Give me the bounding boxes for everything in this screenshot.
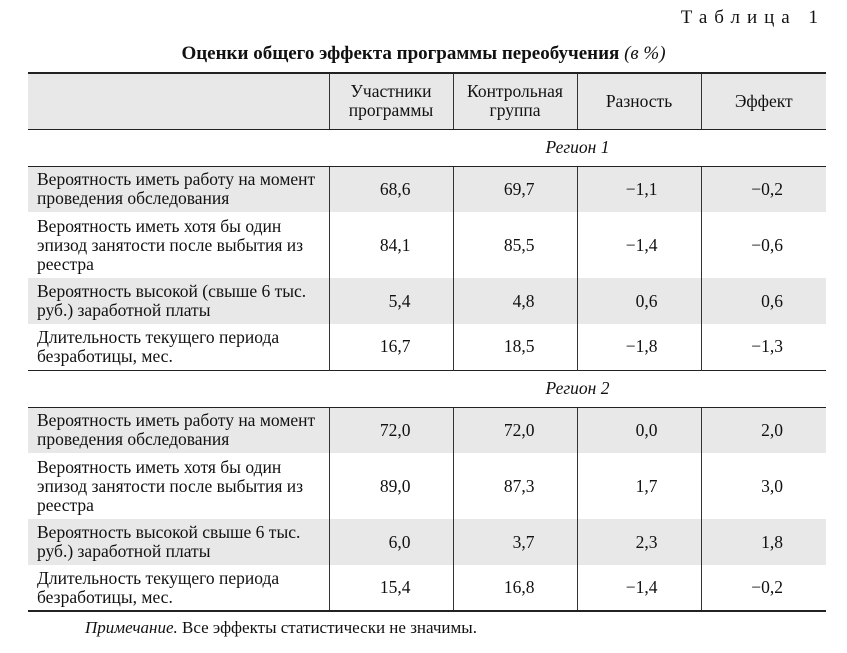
header-indicator — [28, 72, 329, 130]
table-header-row: Участники программы Контрольная группа Р… — [28, 72, 826, 130]
results-table: Участники программы Контрольная группа Р… — [28, 72, 826, 612]
cell-difference: 0,0 — [576, 406, 701, 453]
header-effect: Эффект — [700, 72, 826, 130]
cell-participants: 15,4 — [328, 565, 453, 612]
table-note: Примечание. Все эффекты статистически не… — [85, 618, 477, 638]
cell-effect: 3,0 — [700, 453, 826, 519]
row-label: Вероятность иметь хотя бы один эпизод за… — [37, 456, 304, 515]
row-label: Вероятность иметь работу на момент прове… — [28, 165, 329, 212]
cell-difference: 2,3 — [576, 519, 701, 565]
table-row: Вероятность иметь работу на момент прове… — [28, 406, 826, 453]
table-title: Оценки общего эффекта программы переобуч… — [0, 43, 847, 65]
note-label: Примечание. — [85, 618, 178, 637]
region-heading: Регион 2 — [329, 369, 826, 407]
table-row: Вероятность иметь хотя бы один эпизод за… — [28, 212, 826, 278]
cell-difference: −1,4 — [576, 212, 701, 278]
note-text: Все эффекты статистически не значимы. — [182, 618, 477, 637]
header-control: Контрольная группа — [452, 72, 577, 130]
cell-effect: −0,2 — [700, 165, 826, 212]
table-row: Вероятность иметь хотя бы один эпизод за… — [28, 453, 826, 519]
cell-control: 72,0 — [452, 406, 577, 453]
row-label: Вероятность иметь хотя бы один эпизод за… — [37, 215, 304, 274]
cell-effect: −0,6 — [700, 212, 826, 278]
header-participants: Участники программы — [328, 72, 453, 130]
cell-effect: 2,0 — [700, 406, 826, 453]
cell-control: 69,7 — [452, 165, 577, 212]
table-row: Длительность текущего периода безработиц… — [28, 565, 826, 612]
cell-participants: 68,6 — [328, 165, 453, 212]
table-row: Вероятность иметь работу на момент прове… — [28, 165, 826, 212]
cell-control: 85,5 — [452, 212, 577, 278]
cell-difference: 1,7 — [576, 453, 701, 519]
cell-control: 16,8 — [452, 565, 577, 612]
region-heading-row: Регион 2 — [28, 369, 826, 407]
cell-difference: 0,6 — [576, 278, 701, 324]
cell-participants: 16,7 — [328, 324, 453, 370]
row-label: Вероятность высокой (свыше 6 тыс. руб.) … — [28, 278, 329, 324]
cell-difference: −1,4 — [576, 565, 701, 612]
cell-effect: 0,6 — [700, 278, 826, 324]
region-heading: Регион 1 — [545, 137, 610, 157]
row-label: Длительность текущего периода безработиц… — [37, 326, 280, 366]
header-difference: Разность — [576, 72, 701, 130]
table-row: Вероятность высокой свыше 6 тыс. руб.) з… — [28, 519, 826, 565]
cell-control: 18,5 — [452, 324, 577, 370]
row-label: Вероятность высокой свыше 6 тыс. руб.) з… — [28, 519, 329, 565]
table-row: Вероятность высокой (свыше 6 тыс. руб.) … — [28, 278, 826, 324]
cell-participants: 89,0 — [328, 453, 453, 519]
cell-participants: 6,0 — [328, 519, 453, 565]
cell-participants: 5,4 — [328, 278, 453, 324]
cell-effect: −1,3 — [700, 324, 826, 370]
table-title-unit: (в %) — [624, 43, 666, 64]
cell-control: 4,8 — [452, 278, 577, 324]
row-label: Длительность текущего периода безработиц… — [28, 565, 329, 612]
region-heading-row: Регион 1 — [28, 129, 826, 166]
cell-effect: −0,2 — [700, 565, 826, 612]
row-label: Вероятность иметь работу на момент прове… — [28, 406, 329, 453]
cell-participants: 84,1 — [328, 212, 453, 278]
table-row: Длительность текущего периода безработиц… — [28, 324, 826, 370]
cell-difference: −1,8 — [576, 324, 701, 370]
cell-participants: 72,0 — [328, 406, 453, 453]
table-title-text: Оценки общего эффекта программы переобуч… — [181, 43, 620, 64]
cell-control: 87,3 — [452, 453, 577, 519]
cell-effect: 1,8 — [700, 519, 826, 565]
cell-difference: −1,1 — [576, 165, 701, 212]
cell-control: 3,7 — [452, 519, 577, 565]
table-number: Таблица 1 — [680, 7, 825, 28]
